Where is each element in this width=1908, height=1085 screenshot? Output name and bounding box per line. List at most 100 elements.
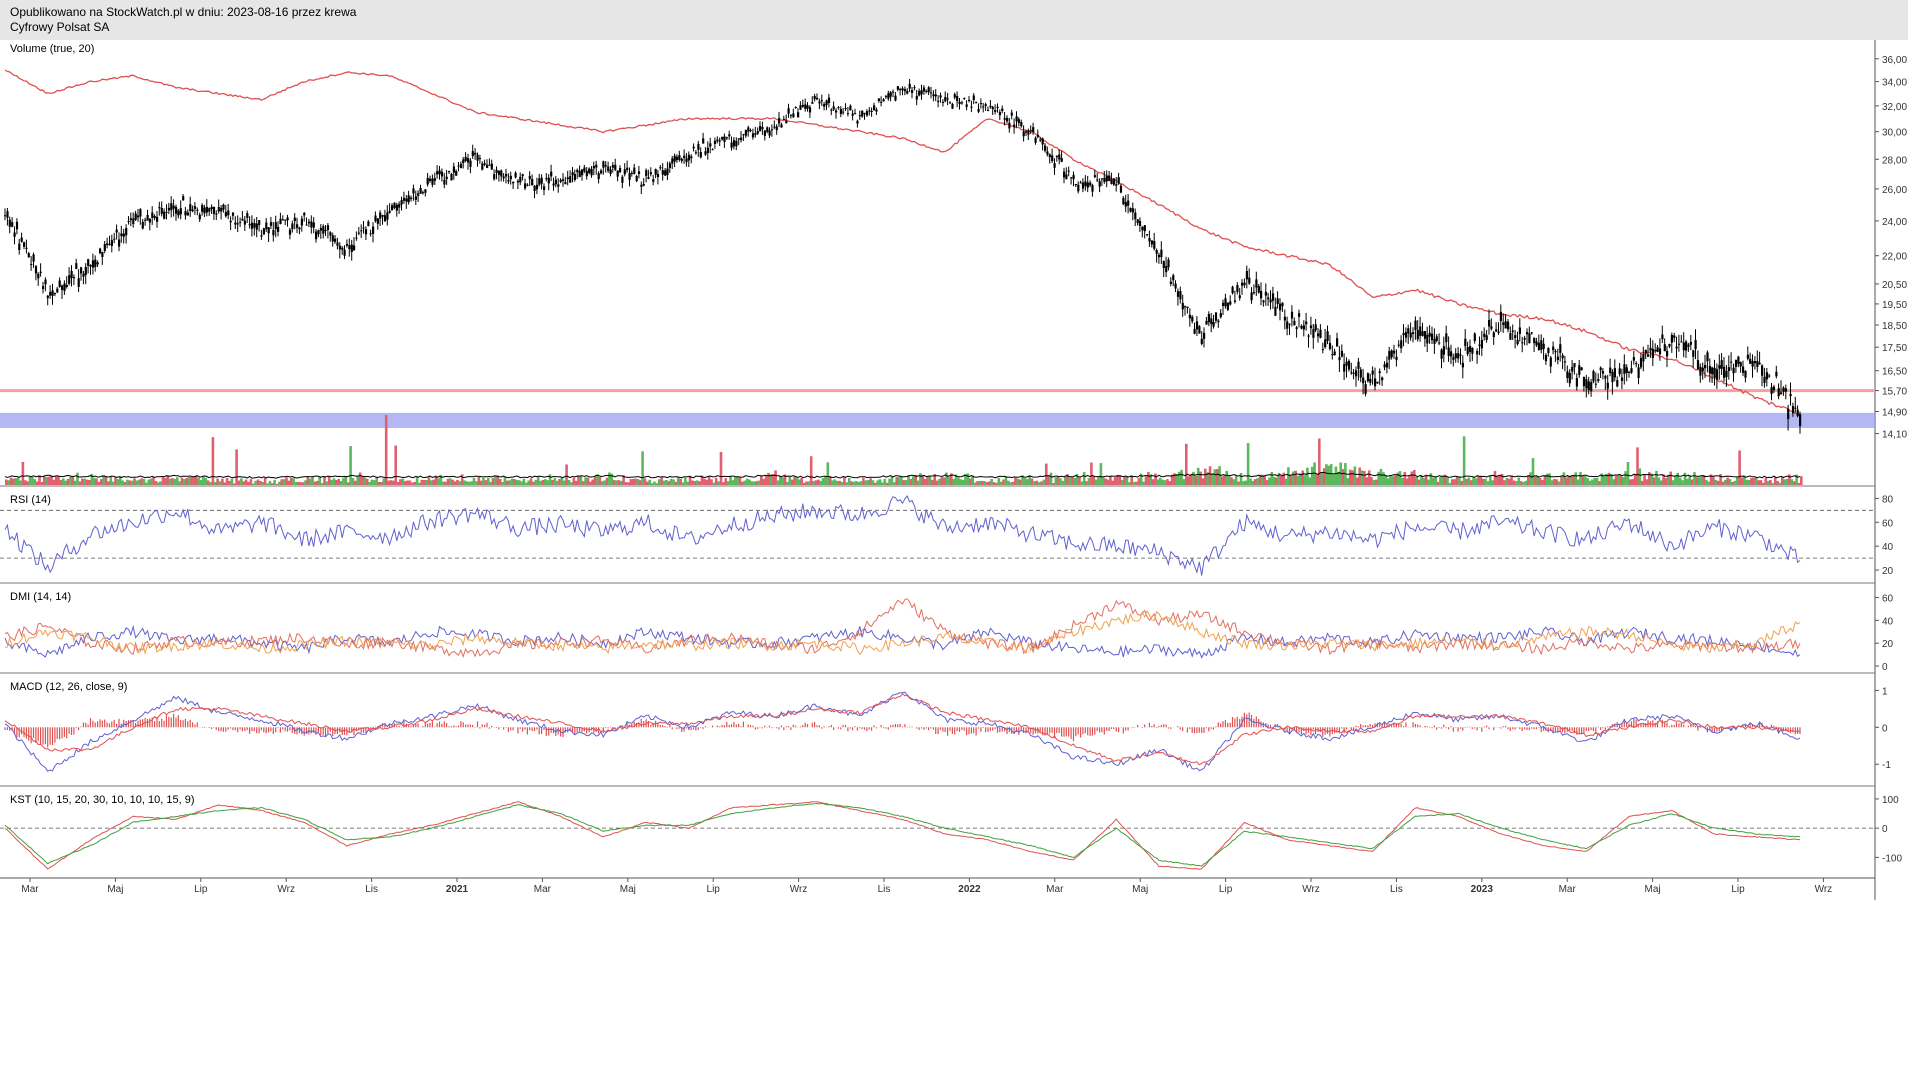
candle-body (882, 99, 885, 102)
candle-body (272, 229, 275, 236)
candle-body (1637, 367, 1640, 379)
candle-body (1459, 354, 1462, 356)
candle-body (1224, 298, 1227, 307)
candle-body (1730, 361, 1733, 363)
volume-bar (1771, 483, 1775, 485)
candle (1488, 309, 1491, 335)
candle-body (1264, 291, 1267, 296)
volume-bar (1066, 474, 1069, 485)
candle-body (1623, 364, 1626, 374)
volume-bar (228, 481, 231, 485)
volume-bar (1232, 479, 1236, 485)
candle-body (1720, 360, 1723, 369)
candle (402, 191, 406, 204)
candle-body (827, 97, 831, 103)
volume-bar (254, 480, 257, 485)
volume-bar (1332, 474, 1335, 485)
volume-bar (1268, 477, 1271, 485)
candle (1077, 181, 1080, 194)
candle (922, 85, 926, 95)
candle (1205, 317, 1208, 325)
volume-bar (1052, 483, 1055, 485)
candle-body (421, 192, 425, 194)
candle-body (642, 184, 645, 186)
candle (645, 168, 648, 183)
candle-body (1243, 282, 1246, 286)
candle-body (445, 176, 448, 180)
candle (471, 144, 474, 159)
candle-body (1207, 314, 1210, 323)
candle (457, 162, 460, 172)
volume-bar (1441, 475, 1445, 485)
candle-body (1419, 326, 1422, 336)
candle (49, 285, 52, 299)
candle (1374, 367, 1377, 391)
candle-body (1563, 361, 1567, 363)
volume-bar (598, 477, 602, 485)
candle (1440, 348, 1443, 369)
volume-bar (1163, 480, 1167, 485)
candle (1134, 208, 1137, 227)
candle (1647, 344, 1650, 358)
candle-body (51, 290, 54, 296)
candle (239, 217, 242, 227)
volume-bar (1764, 478, 1767, 485)
candle-body (699, 152, 702, 158)
volume-bar (1227, 475, 1231, 485)
candle-body (184, 211, 187, 216)
volume-bar (1313, 462, 1316, 485)
volume-bar (950, 473, 953, 485)
volume-bar (710, 479, 713, 485)
candle (1167, 257, 1170, 271)
candle-body (1535, 341, 1538, 346)
volume-bar (1120, 479, 1124, 485)
candle (1423, 330, 1427, 347)
volume-bar (762, 479, 765, 485)
volume-bar (427, 477, 431, 485)
volume-bar (795, 477, 799, 485)
candle (749, 128, 752, 133)
candle (1203, 327, 1206, 348)
candle-body (1279, 303, 1282, 311)
volume-bar (912, 476, 915, 485)
candle (262, 227, 265, 235)
candle-body (1768, 375, 1771, 377)
candle-body (619, 168, 622, 173)
candle (1784, 384, 1787, 400)
volume-bar (990, 479, 993, 485)
volume-bar (287, 480, 291, 485)
candle-body (680, 158, 683, 161)
candle-body (32, 254, 35, 262)
candle (367, 219, 370, 227)
volume-bar (1496, 475, 1499, 485)
candle (1262, 299, 1265, 307)
candle (25, 239, 28, 254)
volume-bar (866, 480, 870, 485)
candle-body (1267, 297, 1270, 300)
candle-body (823, 104, 826, 107)
candle (984, 102, 987, 111)
candle-body (1176, 291, 1180, 297)
volume-bar (1773, 477, 1777, 485)
candle (208, 207, 211, 216)
candle (1276, 291, 1279, 309)
x-tick-label: 2021 (446, 884, 469, 895)
candle-body (939, 95, 942, 98)
candle (1649, 337, 1652, 358)
candle (360, 224, 363, 238)
candle-body (1089, 182, 1092, 186)
candle-body (870, 111, 873, 112)
volume-bar (703, 478, 706, 485)
candle-body (925, 90, 928, 92)
volume-bar (895, 477, 898, 485)
candle-body (754, 133, 757, 135)
candle-body (400, 200, 403, 205)
candle-body (830, 109, 833, 111)
candle (319, 224, 322, 239)
candle-body (89, 264, 92, 267)
volume-bar (971, 475, 974, 485)
volume-bar (142, 478, 146, 485)
candle (690, 154, 693, 164)
candle (1746, 346, 1749, 361)
candle-body (412, 188, 415, 194)
